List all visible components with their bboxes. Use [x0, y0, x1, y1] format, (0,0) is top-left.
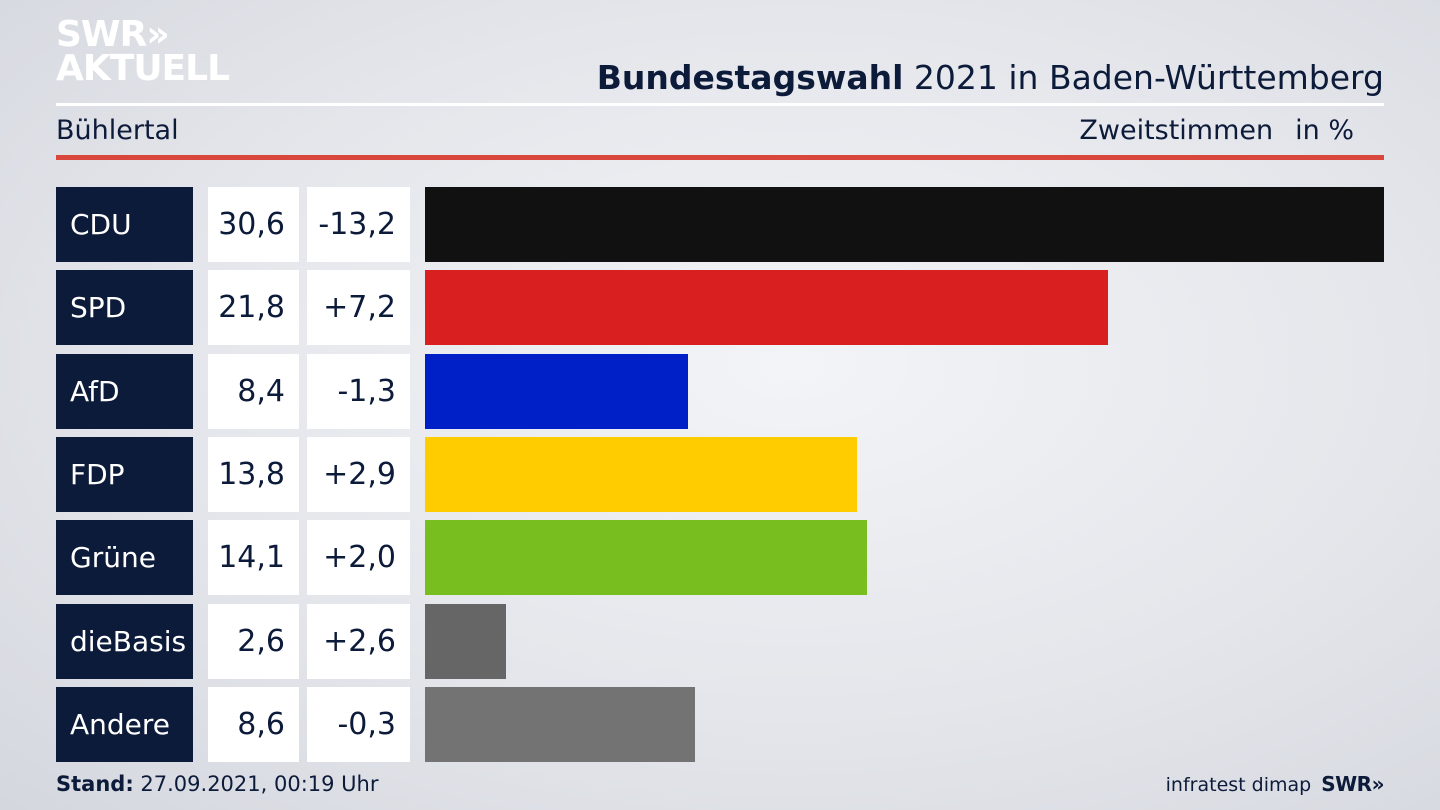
vote-share-label: 30,6: [208, 187, 299, 262]
bar-fdp: [425, 437, 857, 512]
vote-share-label: 13,8: [208, 437, 299, 512]
result-row: SPD 21,8 +7,2: [56, 270, 1384, 345]
vote-share-label: 2,6: [208, 604, 299, 679]
footer-chevron-icon: »: [1371, 772, 1385, 796]
party-label: dieBasis: [56, 604, 193, 679]
measure-text: Zweitstimmen: [1079, 115, 1274, 146]
header-divider: [56, 103, 1384, 106]
measure-label: Zweitstimmen in %: [1079, 115, 1354, 146]
chart-title: Bundestagswahl 2021 in Baden-Württemberg: [597, 58, 1384, 97]
logo-chevron-icon: »: [146, 14, 169, 55]
party-label: FDP: [56, 437, 193, 512]
bar-andere: [425, 687, 695, 762]
bar-cdu: [425, 187, 1384, 262]
logo-aktuell-text: AKTUELL: [56, 48, 230, 89]
party-label: CDU: [56, 187, 193, 262]
unit-text: in %: [1295, 115, 1354, 146]
bar-afd: [425, 354, 688, 429]
footer-swr-logo: SWR»: [1321, 772, 1384, 796]
vote-share-label: 8,6: [208, 687, 299, 762]
timestamp-value: 27.09.2021, 00:19 Uhr: [133, 772, 379, 796]
change-label: +7,2: [307, 270, 410, 345]
party-label: SPD: [56, 270, 193, 345]
change-label: -0,3: [307, 687, 410, 762]
chart-title-bold: Bundestagswahl: [596, 58, 904, 97]
result-row: AfD 8,4 -1,3: [56, 354, 1384, 429]
timestamp-label: Stand:: [56, 772, 134, 796]
swr-aktuell-logo: SWR» AKTUELL: [56, 17, 230, 89]
party-label: AfD: [56, 354, 193, 429]
vote-share-label: 21,8: [208, 270, 299, 345]
subheader-divider: [56, 155, 1384, 160]
change-label: +2,9: [307, 437, 410, 512]
party-label: Andere: [56, 687, 193, 762]
bar-spd: [425, 270, 1108, 345]
result-row: CDU 30,6 -13,2: [56, 187, 1384, 262]
bar-diebasis: [425, 604, 506, 679]
source-credit: infratest dimap SWR»: [1165, 772, 1385, 796]
change-label: +2,0: [307, 520, 410, 595]
result-row: dieBasis 2,6 +2,6: [56, 604, 1384, 679]
timestamp: Stand: 27.09.2021, 00:19 Uhr: [56, 772, 379, 796]
location-label: Bühlertal: [56, 115, 179, 146]
change-label: +2,6: [307, 604, 410, 679]
result-row: Grüne 14,1 +2,0: [56, 520, 1384, 595]
change-label: -13,2: [307, 187, 410, 262]
chart-title-rest: 2021 in Baden-Württemberg: [903, 58, 1384, 97]
result-row: Andere 8,6 -0,3: [56, 687, 1384, 762]
result-row: FDP 13,8 +2,9: [56, 437, 1384, 512]
vote-share-label: 8,4: [208, 354, 299, 429]
change-label: -1,3: [307, 354, 410, 429]
footer-brand-text: SWR: [1321, 772, 1372, 796]
vote-share-label: 14,1: [208, 520, 299, 595]
bar-gr-ne: [425, 520, 867, 595]
party-label: Grüne: [56, 520, 193, 595]
source-text: infratest dimap: [1165, 774, 1312, 796]
logo-swr-text: SWR: [56, 14, 147, 55]
